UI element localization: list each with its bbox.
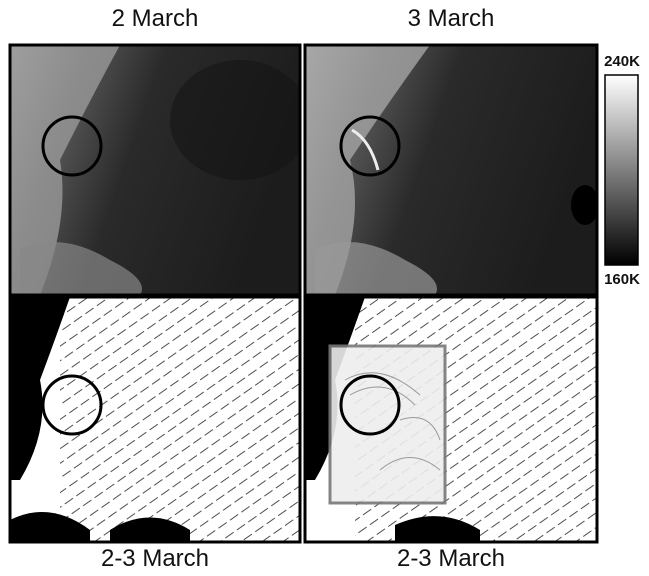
satellite-image: [305, 45, 599, 295]
panel-title: 3 March: [408, 5, 495, 32]
colorbar-min-label: 160K: [604, 271, 640, 288]
colorbar: [605, 75, 638, 265]
vector-field: [10, 297, 300, 542]
panel-title: 2 March: [112, 5, 199, 32]
colorbar-max-label: 240K: [604, 53, 640, 70]
panel-title: 2-3 March: [397, 545, 505, 572]
figure: 2 March 3 March 240K 160K: [0, 0, 649, 576]
panel-title: 2-3 March: [101, 545, 209, 572]
vector-field: [305, 297, 597, 542]
